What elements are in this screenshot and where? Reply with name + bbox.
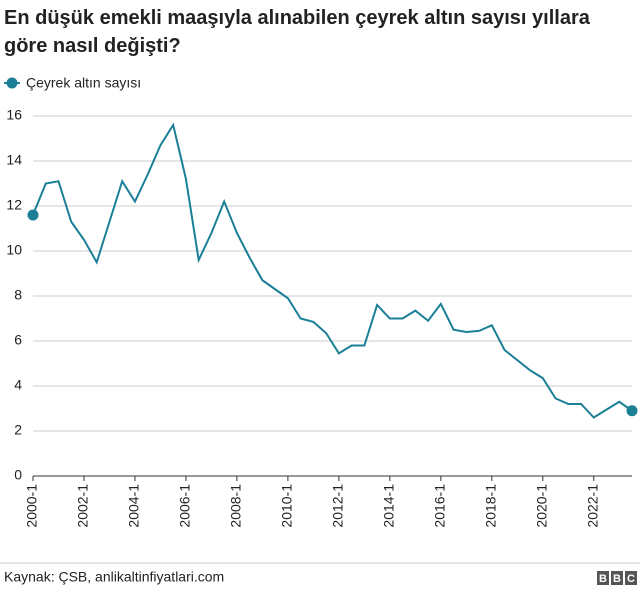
x-tick-label: 2006-1 — [177, 484, 193, 528]
logo-box — [597, 571, 609, 585]
y-tick-label: 8 — [14, 287, 22, 303]
y-tick-label: 6 — [14, 332, 22, 348]
x-tick-label: 2016-1 — [432, 484, 448, 528]
x-tick-label: 2022-1 — [584, 484, 600, 528]
y-tick-label: 10 — [6, 242, 22, 258]
logo-letter: B — [599, 573, 607, 585]
logo-box — [625, 571, 637, 585]
logo-letter: C — [627, 573, 635, 585]
y-tick-label: 16 — [6, 107, 22, 123]
y-tick-label: 14 — [6, 152, 22, 168]
x-tick-label: 2014-1 — [381, 484, 397, 528]
logo-box — [611, 571, 623, 585]
line — [32, 122, 633, 419]
source: Kaynak: ÇSB, anlikaltinfiyatlari.com — [4, 569, 224, 585]
end-dot — [27, 209, 39, 221]
x-tick-label: 2000-1 — [24, 484, 40, 528]
x-tick-label: 2018-1 — [483, 484, 499, 528]
x-tick-label: 2012-1 — [330, 484, 346, 528]
y-tick-label: 4 — [14, 377, 22, 393]
chart-title: En düşük emekli maaşıyla alınabilen çeyr… — [4, 7, 590, 57]
x-tick-label: 2004-1 — [126, 484, 142, 528]
y-tick-label: 2 — [14, 422, 22, 438]
end-dot — [626, 405, 638, 417]
y-tick-label: 12 — [6, 197, 22, 213]
x-tick-label: 2020-1 — [533, 484, 549, 528]
x-tick-label: 2002-1 — [75, 484, 91, 528]
x-tick-label: 2008-1 — [228, 484, 244, 528]
x-tick-label: 2010-1 — [279, 484, 295, 528]
logo-letter: B — [613, 573, 621, 585]
legend-label: Çeyrek altın sayısı — [26, 75, 141, 91]
y-tick-label: 0 — [14, 467, 22, 483]
